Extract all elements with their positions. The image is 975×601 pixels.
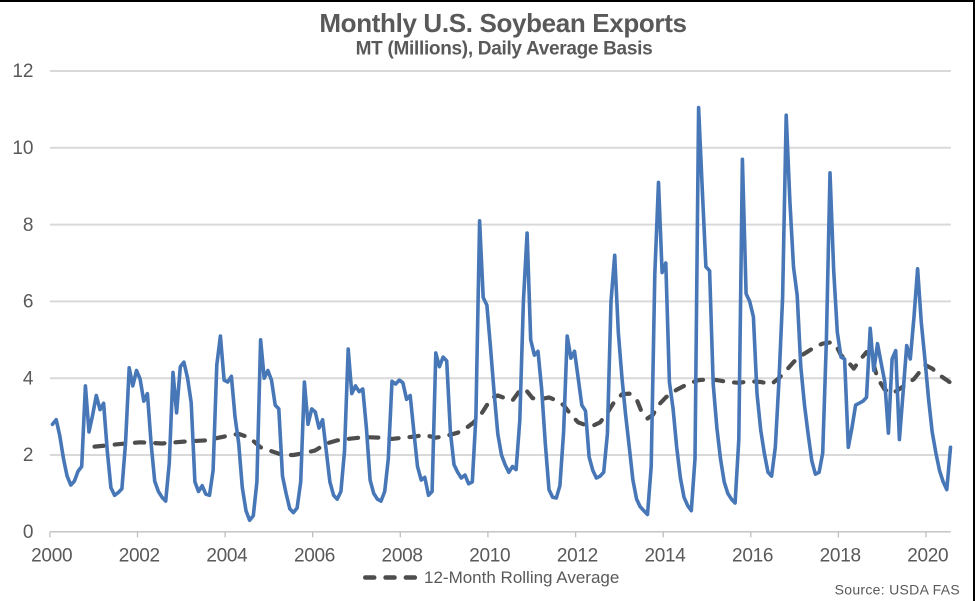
svg-text:0: 0 <box>23 522 34 543</box>
svg-text:2018: 2018 <box>820 546 861 567</box>
svg-text:2000: 2000 <box>31 546 72 567</box>
svg-text:10: 10 <box>12 138 33 159</box>
svg-text:2006: 2006 <box>294 546 335 567</box>
svg-text:2012: 2012 <box>557 546 598 567</box>
svg-text:12-Month Rolling Average: 12-Month Rolling Average <box>424 568 619 587</box>
svg-text:2020: 2020 <box>907 546 948 567</box>
svg-text:2008: 2008 <box>382 546 423 567</box>
svg-text:6: 6 <box>23 292 34 313</box>
svg-text:2016: 2016 <box>732 546 773 567</box>
svg-text:2004: 2004 <box>206 546 248 567</box>
svg-text:8: 8 <box>23 215 34 236</box>
svg-text:12: 12 <box>12 61 33 82</box>
svg-text:Source: USDA FAS: Source: USDA FAS <box>835 582 960 598</box>
svg-text:2010: 2010 <box>469 546 510 567</box>
svg-text:2014: 2014 <box>644 546 686 567</box>
svg-text:Monthly U.S. Soybean Exports: Monthly U.S. Soybean Exports <box>319 8 686 38</box>
svg-text:2: 2 <box>23 445 34 466</box>
svg-text:MT (Millions), Daily Average B: MT (Millions), Daily Average Basis <box>356 39 653 60</box>
svg-text:4: 4 <box>23 368 34 389</box>
svg-text:2002: 2002 <box>119 546 160 567</box>
